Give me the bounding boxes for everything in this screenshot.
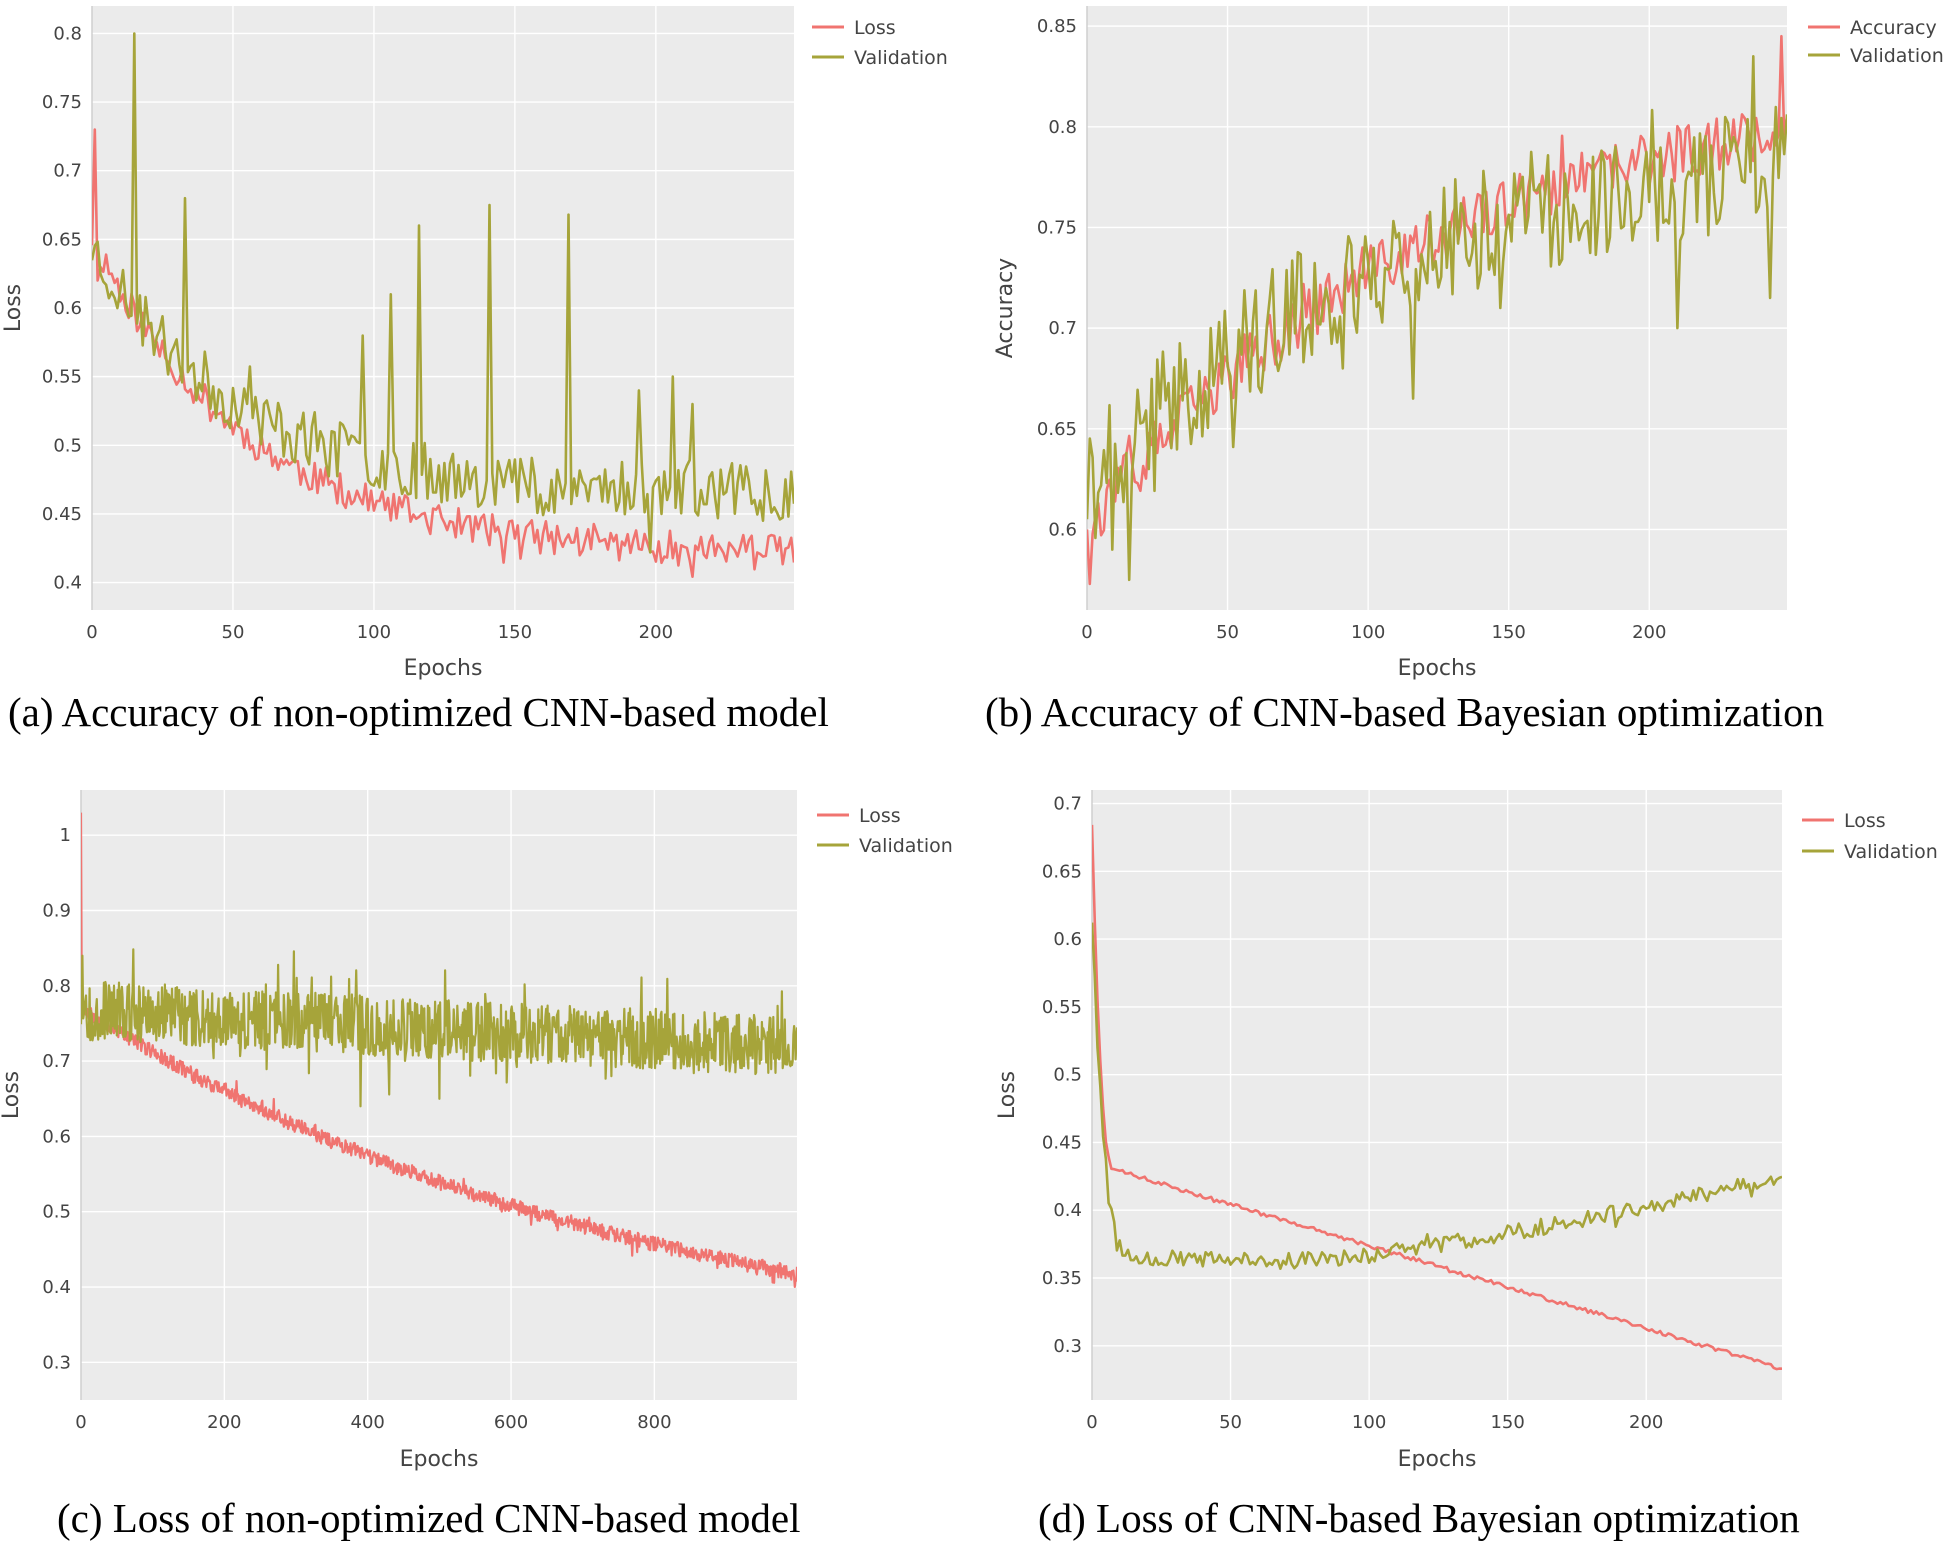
x-axis-title: Epochs <box>1398 1447 1477 1472</box>
x-tick-label: 0 <box>1086 1412 1097 1433</box>
y-tick-label: 0.75 <box>42 92 82 113</box>
legend-label: Validation <box>859 835 953 857</box>
legend-label: Validation <box>854 47 948 69</box>
x-axis-title: Epochs <box>1398 656 1477 681</box>
caption-c: (c) Loss of non-optimized CNN-based mode… <box>57 1495 801 1541</box>
y-axis-title: Accuracy <box>993 258 1018 358</box>
y-tick-label: 0.5 <box>1053 1065 1082 1086</box>
x-tick-label: 0 <box>1081 622 1092 643</box>
y-tick-label: 0.9 <box>42 900 71 921</box>
series-line-validation <box>1087 55 1787 582</box>
x-tick-label: 200 <box>1632 622 1666 643</box>
x-tick-label: 100 <box>357 622 391 643</box>
x-tick-label: 150 <box>1490 1412 1524 1433</box>
y-tick-label: 0.8 <box>42 976 71 997</box>
x-tick-label: 150 <box>498 622 532 643</box>
y-tick-label: 0.3 <box>1053 1336 1082 1357</box>
y-tick-label: 0.7 <box>1048 318 1077 339</box>
panel-d-chart: 0.3 0.35 0.4 0.45 0.5 0.55 0.6 0.65 0.7 0 50 100 150… <box>995 790 1938 1472</box>
x-tick-label: 600 <box>494 1412 528 1433</box>
x-tick-label: 50 <box>222 622 245 643</box>
x-tick-label: 150 <box>1492 622 1526 643</box>
y-axis-title: Loss <box>0 1071 24 1119</box>
x-tick-label: 800 <box>637 1412 671 1433</box>
legend-label: Loss <box>854 17 896 39</box>
y-tick-label: 0.8 <box>53 23 82 44</box>
y-tick-label: 1 <box>60 825 71 846</box>
y-tick-label: 0.6 <box>1053 929 1082 950</box>
y-tick-label: 0.3 <box>42 1352 71 1373</box>
panel-a-chart: 0.4 0.45 0.5 0.55 0.6 0.65 0.7 0.75 0.8 0 50 100 150… <box>1 6 948 681</box>
series-line-validation <box>1092 922 1782 1270</box>
x-axis-title: Epochs <box>400 1447 479 1472</box>
series-line-validation <box>92 32 794 554</box>
x-tick-label: 200 <box>1629 1412 1663 1433</box>
x-tick-label: 0 <box>75 1412 86 1433</box>
y-tick-label: 0.4 <box>1053 1200 1082 1221</box>
plot-area <box>1092 790 1782 1400</box>
x-tick-label: 50 <box>1216 622 1239 643</box>
series-line-loss <box>81 812 797 1288</box>
series-line-loss <box>92 128 794 578</box>
y-tick-label: 0.6 <box>53 298 82 319</box>
x-tick-label: 200 <box>207 1412 241 1433</box>
legend-label: Loss <box>859 805 901 827</box>
x-tick-label: 200 <box>639 622 673 643</box>
x-tick-label: 0 <box>86 622 97 643</box>
y-tick-label: 0.6 <box>42 1126 71 1147</box>
y-tick-label: 0.7 <box>53 161 82 182</box>
x-tick-label: 400 <box>351 1412 385 1433</box>
y-tick-label: 0.5 <box>53 435 82 456</box>
series-line-loss <box>1092 824 1782 1371</box>
caption-a: (a) Accuracy of non-optimized CNN-based … <box>8 689 829 735</box>
caption-d: (d) Loss of CNN-based Bayesian optimizat… <box>1038 1495 1800 1541</box>
y-tick-label: 0.55 <box>1042 997 1082 1018</box>
y-axis-title: Loss <box>995 1071 1020 1119</box>
y-tick-label: 0.85 <box>1037 16 1077 37</box>
x-tick-label: 100 <box>1351 622 1385 643</box>
y-tick-label: 0.75 <box>1037 217 1077 238</box>
y-tick-label: 0.7 <box>42 1051 71 1072</box>
y-axis-title: Loss <box>1 284 26 332</box>
y-tick-label: 0.4 <box>42 1277 71 1298</box>
panel-b-chart: 0.6 0.65 0.7 0.75 0.8 0.85 0 50 100 150 200 Epochs A… <box>993 6 1944 681</box>
y-tick-label: 0.65 <box>1042 861 1082 882</box>
x-tick-label: 50 <box>1219 1412 1242 1433</box>
plot-area <box>1087 6 1787 610</box>
y-tick-label: 0.8 <box>1048 117 1077 138</box>
y-tick-label: 0.35 <box>1042 1268 1082 1289</box>
legend-label: Loss <box>1844 810 1886 832</box>
y-tick-label: 0.5 <box>42 1202 71 1223</box>
x-axis-title: Epochs <box>404 656 483 681</box>
y-tick-label: 0.4 <box>53 573 82 594</box>
y-tick-label: 0.7 <box>1053 794 1082 815</box>
y-tick-label: 0.55 <box>42 367 82 388</box>
y-tick-label: 0.65 <box>1037 419 1077 440</box>
y-tick-label: 0.45 <box>42 504 82 525</box>
legend-label: Validation <box>1844 841 1938 863</box>
y-tick-label: 0.65 <box>42 229 82 250</box>
legend-label: Validation <box>1850 45 1944 67</box>
y-tick-label: 0.6 <box>1048 519 1077 540</box>
panel-c-chart: 0.3 0.4 0.5 0.6 0.7 0.8 0.9 1 0 200 400 600 800 Epoch… <box>0 790 953 1472</box>
series-line-validation <box>81 948 797 1108</box>
y-tick-label: 0.45 <box>1042 1132 1082 1153</box>
caption-b: (b) Accuracy of CNN-based Bayesian optim… <box>985 689 1824 735</box>
x-tick-label: 100 <box>1352 1412 1386 1433</box>
legend-label: Accuracy <box>1850 17 1937 39</box>
series-line-accuracy <box>1087 34 1787 586</box>
